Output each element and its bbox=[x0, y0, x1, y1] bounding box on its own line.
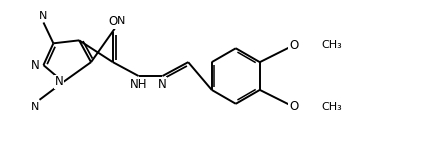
Text: O: O bbox=[108, 16, 117, 28]
Text: O: O bbox=[289, 39, 298, 52]
Text: NH: NH bbox=[130, 78, 147, 91]
Text: N: N bbox=[31, 102, 40, 112]
Text: N: N bbox=[39, 11, 48, 20]
Text: O: O bbox=[289, 100, 298, 113]
Text: CH₃: CH₃ bbox=[321, 102, 342, 112]
Text: N: N bbox=[117, 16, 125, 26]
Text: N: N bbox=[158, 78, 167, 91]
Text: CH₃: CH₃ bbox=[321, 40, 342, 50]
Text: N: N bbox=[54, 76, 63, 88]
Text: N: N bbox=[31, 59, 40, 72]
